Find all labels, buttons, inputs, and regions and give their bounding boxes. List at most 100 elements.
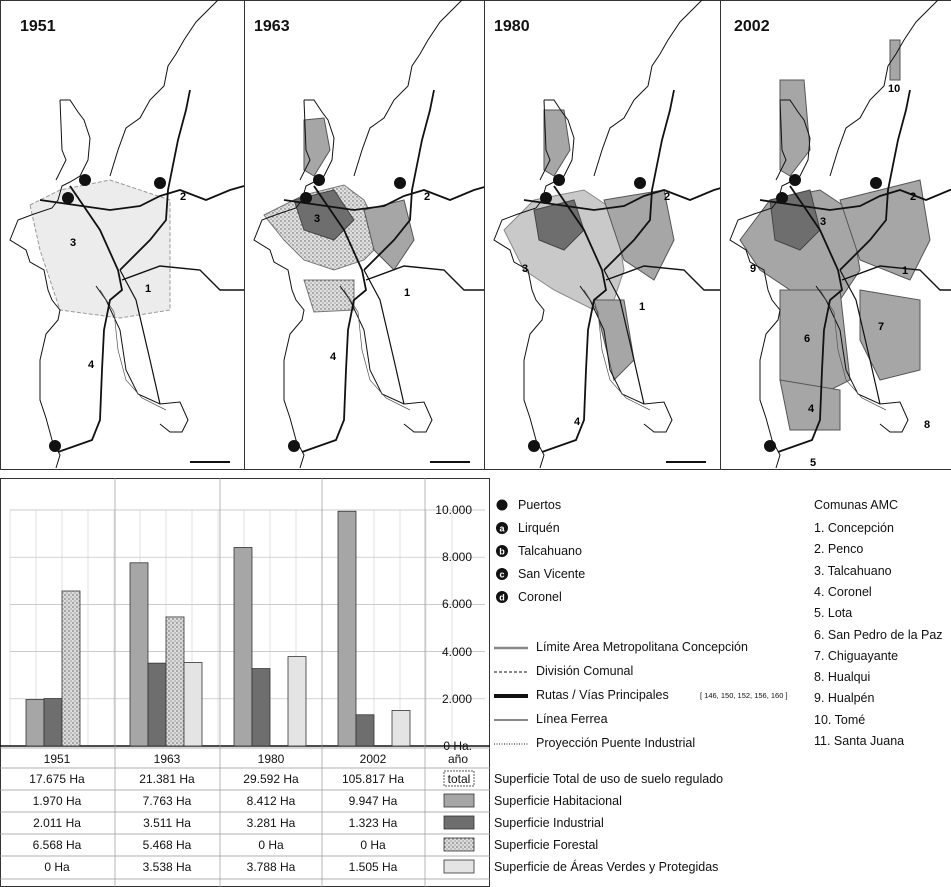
- bar-industrial-1963: [147, 662, 167, 747]
- bar-habitacional-1980: [233, 547, 253, 747]
- table-cell: 1.323 Ha: [348, 816, 398, 830]
- svg-text:3: 3: [314, 213, 320, 225]
- maps-svg: 3 2 1 4 3 2 1 4: [0, 0, 951, 470]
- table-row-label: Superficie de Áreas Verdes y Protegidas: [494, 860, 719, 874]
- svg-text:2: 2: [664, 191, 670, 203]
- table-cell: 0 Ha: [360, 838, 386, 852]
- svg-text:8: 8: [924, 419, 930, 431]
- comuna-item: 6. San Pedro de la Paz: [814, 627, 943, 642]
- comunas-title: Comunas AMC: [814, 498, 899, 512]
- svg-text:1: 1: [639, 301, 645, 313]
- year-cell: 2002: [359, 752, 387, 766]
- table-swatch: [443, 859, 475, 874]
- table-cell: 1.505 Ha: [348, 860, 398, 874]
- map-panel-1963: 3 2 1 4: [244, 0, 489, 470]
- table-swatch: [443, 837, 475, 852]
- comuna-item: 5. Lota: [814, 606, 853, 621]
- comuna-item: 7. Chiguayante: [814, 648, 899, 663]
- y-tick-label: 2.000: [441, 691, 472, 706]
- year-cell: 1963: [153, 752, 181, 766]
- legend-line-label: Línea Ferrea: [536, 712, 608, 726]
- bar-industrial-2002: [355, 714, 375, 747]
- map-panel-1951: 3 2 1 4: [0, 0, 245, 470]
- svg-text:2: 2: [180, 191, 186, 203]
- y-tick-label: 10.000: [435, 503, 472, 517]
- table-cell: 21.381 Ha: [139, 772, 195, 786]
- bar-industrial-1951: [43, 698, 63, 747]
- table-cell: 29.592 Ha: [243, 772, 299, 786]
- table-cell: 6.568 Ha: [32, 838, 82, 852]
- svg-text:2: 2: [424, 191, 430, 203]
- y-tick-label: 0 Ha.: [443, 739, 472, 753]
- svg-text:1: 1: [145, 283, 151, 295]
- table-cell: 105.817 Ha: [341, 772, 405, 786]
- map-panel-1980: 3 2 1 4: [484, 0, 729, 470]
- comuna-item: 11. Santa Juana: [814, 734, 905, 748]
- year-cell: 1980: [257, 752, 285, 766]
- legend-port-d: Coronel: [518, 590, 562, 604]
- legend-port-a: Lirquén: [518, 521, 560, 535]
- y-tick-label: 6.000: [441, 597, 472, 612]
- legend-port-b: Talcahuano: [518, 544, 582, 558]
- svg-text:4: 4: [808, 403, 815, 415]
- y-tick-label: 4.000: [441, 644, 472, 659]
- bar-habitacional-1963: [129, 562, 149, 747]
- svg-text:7: 7: [878, 321, 884, 333]
- svg-text:5: 5: [810, 457, 816, 469]
- map-year-2002: 2002: [734, 18, 770, 35]
- bar-habitacional-2002: [337, 510, 357, 747]
- svg-text:a: a: [499, 524, 505, 534]
- legend-line-label: Proyección Puente Industrial: [536, 736, 696, 750]
- map-year-1963: 1963: [254, 18, 290, 35]
- svg-text:c: c: [499, 570, 504, 580]
- bar-chart: [0, 478, 490, 887]
- bar-areas-verdes-1980: [287, 656, 307, 747]
- year-header-cell: año: [447, 752, 469, 766]
- table-cell: 8.412 Ha: [246, 794, 296, 808]
- table-cell: 3.788 Ha: [246, 860, 296, 874]
- table-row-label: Superficie Habitacional: [494, 794, 622, 808]
- svg-text:4: 4: [330, 351, 337, 363]
- legend-port-c: San Vicente: [518, 567, 586, 581]
- total-label-cell: total: [447, 772, 471, 786]
- comuna-item: 1. Concepción: [814, 521, 894, 535]
- svg-text:4: 4: [574, 416, 581, 428]
- comuna-item: 3. Talcahuano: [814, 563, 892, 578]
- table-cell: 0 Ha: [258, 838, 284, 852]
- table-swatch: [443, 815, 475, 830]
- year-cell: 1951: [43, 752, 71, 766]
- table-row-label: Superficie Total de uso de suelo regulad…: [494, 772, 724, 786]
- svg-text:3: 3: [522, 263, 528, 275]
- svg-text:1: 1: [404, 287, 410, 299]
- legend-routes-note: [ 146, 150, 152, 156, 160 ]: [700, 691, 788, 700]
- map-year-1951: 1951: [20, 18, 56, 35]
- bar-forestal-1951: [61, 590, 81, 747]
- table-cell: 17.675 Ha: [29, 772, 85, 786]
- bar-areas-verdes-2002: [391, 710, 411, 747]
- table-cell: 3.281 Ha: [246, 816, 296, 830]
- svg-text:9: 9: [750, 263, 756, 275]
- table-row-label: Superficie Industrial: [494, 816, 604, 830]
- svg-text:1: 1: [902, 265, 908, 277]
- map-year-1980: 1980: [494, 18, 530, 35]
- table-cell: 3.538 Ha: [142, 860, 192, 874]
- table-cell: 0 Ha: [44, 860, 70, 874]
- comuna-item: 8. Hualqui: [814, 670, 871, 685]
- table-cell: 9.947 Ha: [348, 794, 398, 808]
- legend-symbols: a b c d: [494, 499, 528, 745]
- svg-text:3: 3: [70, 237, 76, 249]
- svg-text:3: 3: [820, 216, 826, 228]
- comuna-item: 2. Penco: [814, 542, 864, 557]
- svg-text:6: 6: [804, 333, 810, 345]
- comuna-item: 4. Coronel: [814, 584, 872, 599]
- svg-text:d: d: [499, 593, 505, 603]
- legend-ports-title: Puertos: [518, 498, 562, 512]
- y-tick-label: 8.000: [441, 550, 472, 565]
- table-swatch: [443, 793, 475, 808]
- bar-forestal-1963: [165, 616, 185, 747]
- table-cell: 7.763 Ha: [142, 794, 192, 808]
- comuna-item: 10. Tomé: [814, 712, 866, 727]
- table-cell: 5.468 Ha: [142, 838, 192, 852]
- table-cell: 1.970 Ha: [32, 794, 82, 808]
- svg-text:10: 10: [888, 83, 900, 95]
